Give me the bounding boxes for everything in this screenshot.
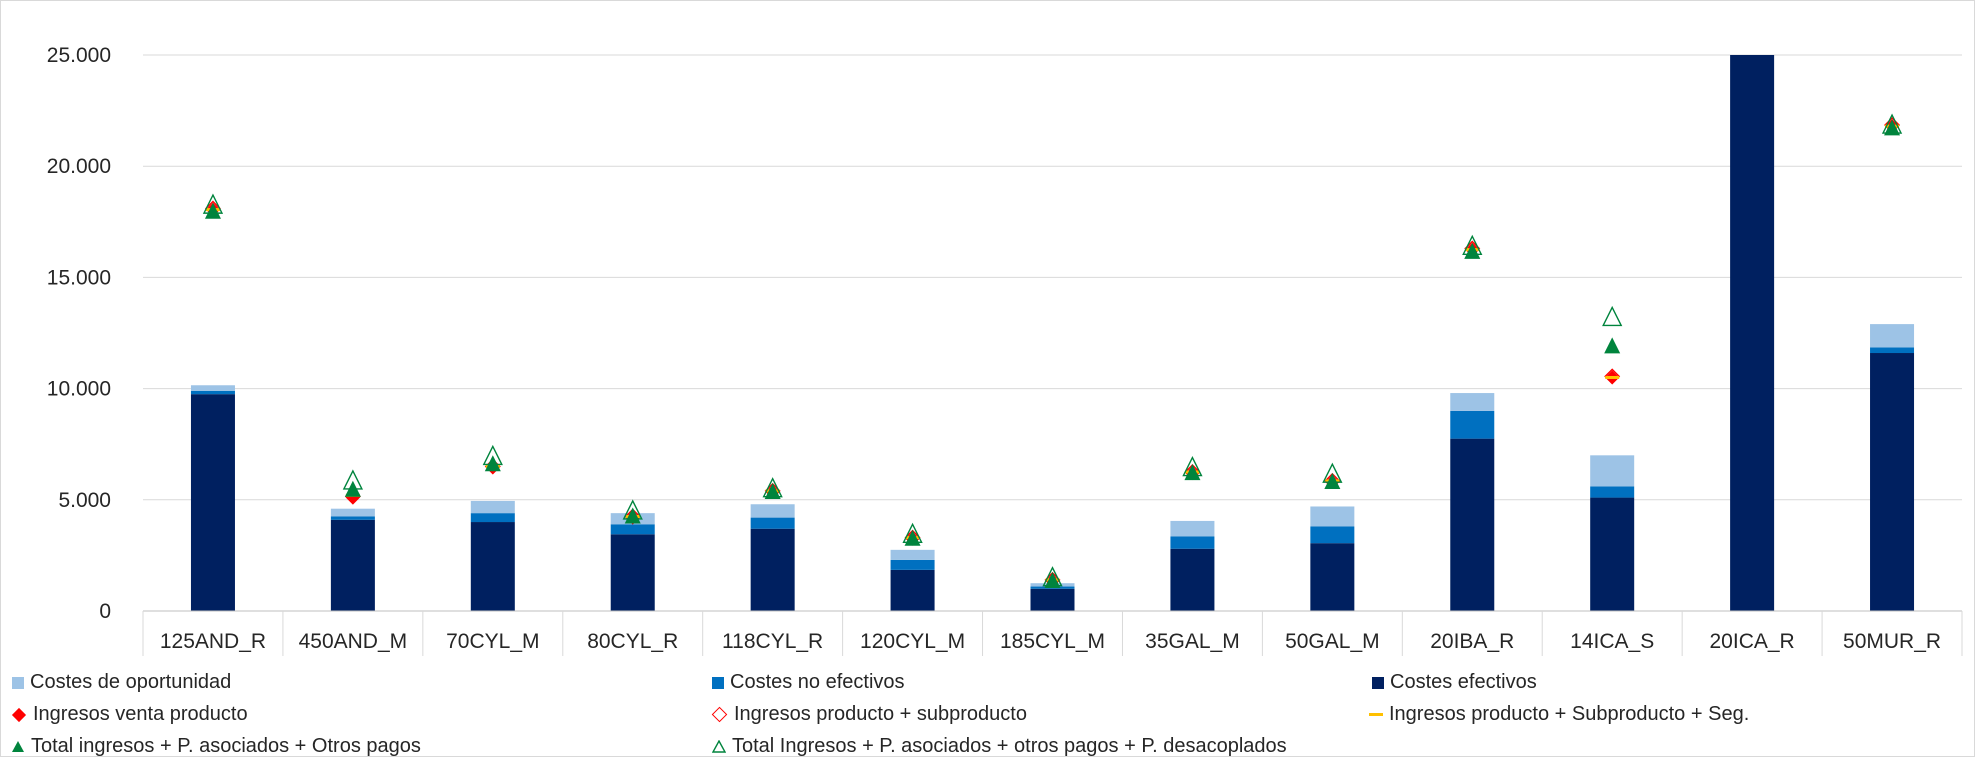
marker-triangle-open [202,193,224,214]
marker-triangle-open [1602,305,1623,327]
bar-segment [190,385,235,391]
markers [202,113,1903,588]
bar-segment [1170,548,1215,611]
x-tick-label: 450AND_M [299,630,408,653]
y-tick-label: 25.000 [47,44,111,67]
marker-triangle-open [762,477,783,498]
marker-triangle-open [1042,566,1063,587]
bar-segment [190,390,235,395]
bar-segment [1590,455,1635,487]
bar-segment [330,508,375,517]
marker-triangle-open [902,522,923,543]
bar-segment [1030,588,1075,611]
bar-segment [750,528,795,611]
bar-segment [470,522,515,611]
gridlines [143,54,1962,501]
x-tick-label: 50MUR_R [1843,630,1941,653]
bar-segment [610,534,655,611]
bar-segment [1450,393,1495,411]
marker-triangle-open [1881,113,1903,134]
bar-segment [190,394,235,611]
bar-segment [1870,347,1915,354]
bar-segment [1870,324,1915,348]
bar-segment [1590,497,1635,611]
bar-segment [1590,486,1635,498]
bar-segment [1310,526,1355,544]
marker-triangle [204,202,221,219]
marker-diamond-open [1604,368,1621,385]
x-tick-label: 50GAL_M [1285,630,1380,653]
marker-triangle-open [1462,234,1483,255]
bar-segment [1310,506,1355,527]
bar-segment [470,500,515,514]
x-tick-label: 70CYL_M [446,630,539,653]
marker-triangle [764,483,781,500]
axes: 0 5.000 10.000 15.000 20.000 25.000 125AND_R 45… [47,44,1963,656]
bar-segment [1170,520,1215,537]
marker-triangle-open [342,469,364,490]
x-tick-label: 14ICA_S [1570,630,1654,653]
x-tick-label: 80CYL_R [587,630,678,653]
marker-triangle [1884,119,1901,136]
y-tick-label: 0 [99,600,111,623]
bar-segment [1310,543,1355,611]
bar-segment [750,504,795,518]
bar-segment [750,517,795,529]
bar-segment [470,513,515,523]
bar-segment [890,569,935,611]
x-tick-label: 120CYL_M [860,630,965,653]
bar-segment [330,519,375,611]
marker-triangle-open [1182,455,1203,477]
x-tick-label: 185CYL_M [1000,630,1105,653]
marker-triangle-open [482,444,503,466]
bar-segment [890,559,935,570]
bars [190,55,1915,611]
x-tick-label: 20ICA_R [1710,630,1795,653]
bar-segment [330,516,375,520]
x-tick-label: 125AND_R [160,630,266,653]
bar-segment [1170,536,1215,549]
y-tick-label: 20.000 [47,155,111,178]
y-tick-label: 10.000 [47,378,111,401]
marker-triangle-open [622,499,643,520]
marker-triangle [1604,337,1621,354]
x-tick-label: 118CYL_R [722,630,823,653]
x-tick-label: 20IBA_R [1430,630,1514,653]
bar-segment [610,524,655,535]
bar-segment [1450,438,1495,611]
marker-triangle-open [1322,462,1343,483]
x-tick-label: 35GAL_M [1145,630,1240,653]
y-tick-label: 15.000 [47,266,111,289]
bar-segment [1870,353,1915,611]
marker-triangle [484,455,501,472]
bar-segment [890,549,935,560]
marker-triangle [1044,571,1061,588]
y-tick-label: 5.000 [58,489,111,512]
marker-triangle [1324,473,1341,490]
bar-segment [1730,55,1775,611]
bar-segment [1450,410,1495,439]
